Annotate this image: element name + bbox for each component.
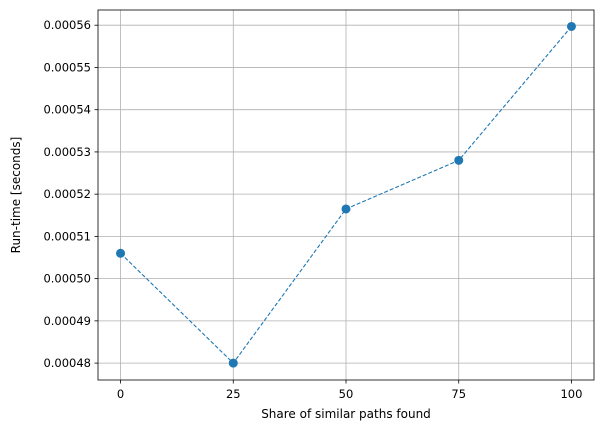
y-tick-label: 0.00053 (43, 145, 91, 159)
data-point (566, 21, 576, 31)
x-tick-label: 100 (560, 387, 582, 401)
x-tick-label: 50 (339, 387, 354, 401)
x-tick-label: 75 (451, 387, 466, 401)
y-axis-label: Run-time [seconds] (9, 137, 23, 254)
grid (98, 10, 594, 380)
y-tick-label: 0.00049 (43, 314, 91, 328)
y-tick-label: 0.00054 (43, 103, 91, 117)
x-tick-label: 0 (117, 387, 124, 401)
y-tick-label: 0.00055 (43, 60, 91, 74)
data-point (116, 248, 126, 258)
data-point (228, 358, 238, 368)
series-layer (116, 21, 576, 368)
y-tick-label: 0.00052 (43, 187, 91, 201)
y-tick-label: 0.00048 (43, 356, 91, 370)
ticks: 0 25 50 75 100 0.00048 0.00049 0.00050 0.00051 0.… (43, 18, 582, 401)
x-tick-label: 25 (226, 387, 241, 401)
y-tick-label: 0.00050 (43, 272, 91, 286)
data-point (454, 155, 464, 165)
data-point (341, 204, 351, 214)
y-tick-label: 0.00056 (43, 18, 91, 32)
x-axis-label: Share of similar paths found (261, 407, 431, 421)
y-tick-label: 0.00051 (43, 229, 91, 243)
